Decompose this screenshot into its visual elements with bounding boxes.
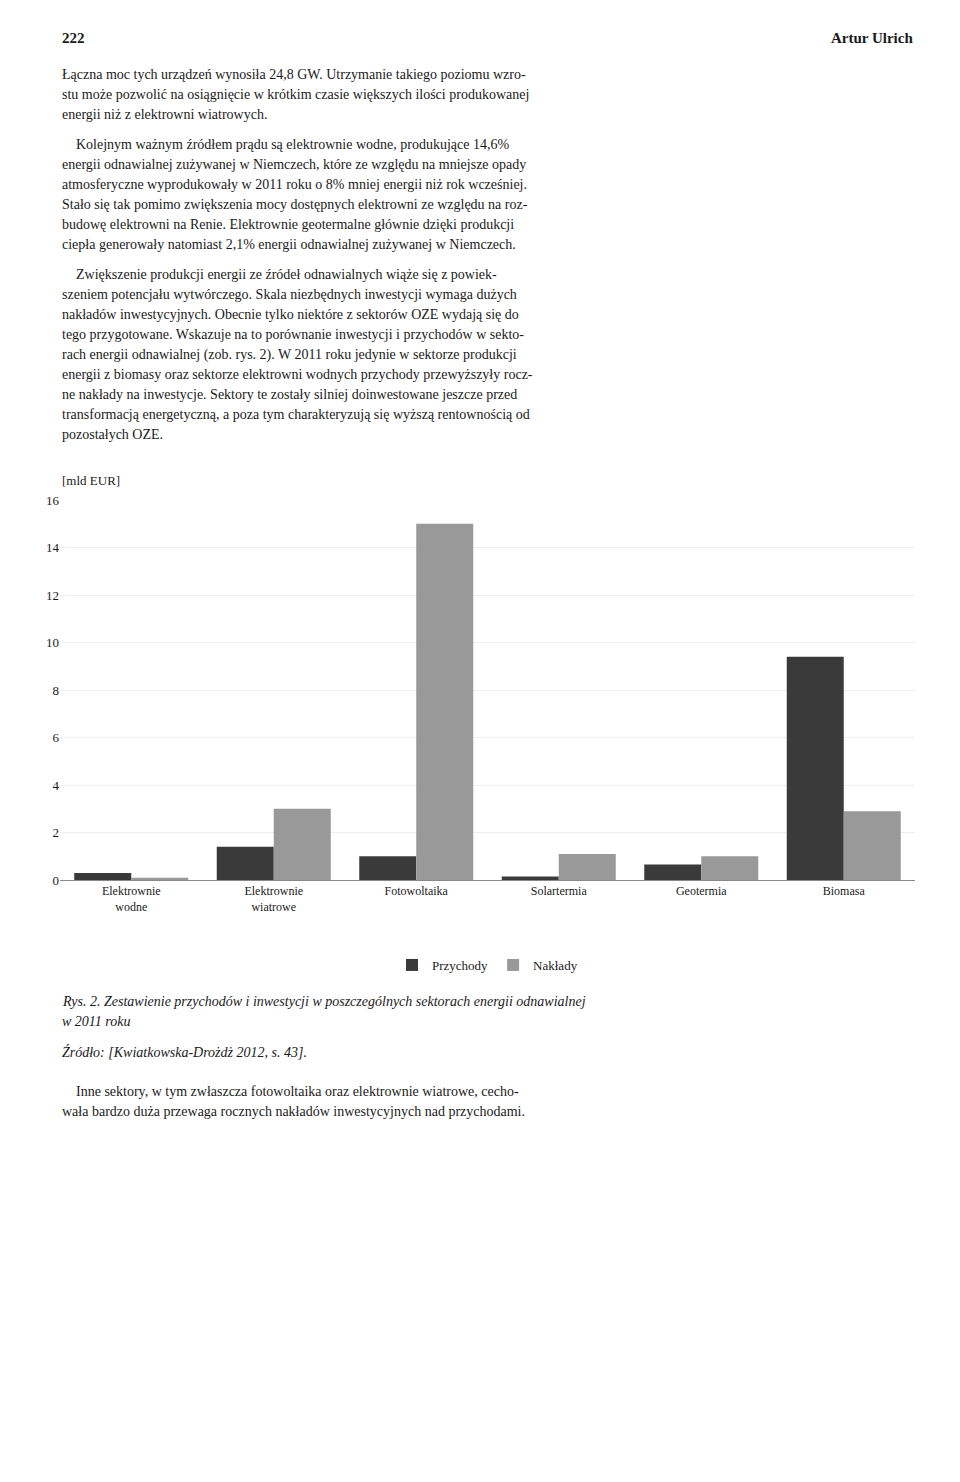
svg-text:Artur Ulrich: Artur Ulrich <box>831 30 913 46</box>
svg-text:Elektrowniewodne: Elektrowniewodne <box>102 884 161 914</box>
svg-text:ciepła generowały natomiast 2,: ciepła generowały natomiast 2,1% energii… <box>62 237 516 252</box>
svg-text:14: 14 <box>46 540 60 555</box>
svg-text:szeniem potencjału wytwórczego: szeniem potencjału wytwórczego. Skala ni… <box>62 287 517 302</box>
svg-text:Łączna moc tych urządzeń wynos: Łączna moc tych urządzeń wynosiła 24,8 G… <box>62 67 526 82</box>
svg-text:rach energii odnawialnej (zob.: rach energii odnawialnej (zob. rys. 2). … <box>62 347 517 363</box>
svg-text:ne nakłady na inwestycje. Sekt: ne nakłady na inwestycje. Sektory te zos… <box>62 387 517 402</box>
svg-text:Kolejnym ważnym źródłem prądu: Kolejnym ważnym źródłem prądu są elektro… <box>62 137 509 152</box>
svg-text:nakładów inwestycyjnych. Obecn: nakładów inwestycyjnych. Obecnie tylko n… <box>62 307 519 322</box>
svg-text:Nakłady: Nakłady <box>533 958 578 973</box>
svg-text:Stało się tak pomimo zwiększen: Stało się tak pomimo zwiększenia mocy do… <box>62 197 528 212</box>
svg-text:Elektrowniewiatrowe: Elektrowniewiatrowe <box>244 884 303 914</box>
svg-text:Fotowoltaika: Fotowoltaika <box>385 884 449 898</box>
svg-text:Inne sektory, w tym zwłaszcza: Inne sektory, w tym zwłaszcza fotowoltai… <box>62 1084 519 1099</box>
svg-text:Przychody: Przychody <box>432 958 488 973</box>
svg-text:Biomasa: Biomasa <box>823 884 866 898</box>
svg-text:energii odnawialnej zużywanej: energii odnawialnej zużywanej w Niemczec… <box>62 157 526 172</box>
svg-text:Geotermia: Geotermia <box>676 884 727 898</box>
svg-text:Zwiększenie produkcji energii: Zwiększenie produkcji energii ze źródeł … <box>62 267 497 282</box>
svg-text:energii niż z elektrowni wiatr: energii niż z elektrowni wiatrowych. <box>62 107 267 122</box>
svg-text:6: 6 <box>53 730 60 745</box>
svg-text:Źródło: [Kwiatkowska-Drożdż 20: Źródło: [Kwiatkowska-Drożdż 2012, s. 43]… <box>62 1044 307 1060</box>
svg-text:stu może pozwolić na osiągnięc: stu może pozwolić na osiągnięcie w krótk… <box>62 87 529 102</box>
svg-text:energii z biomasy oraz sektorz: energii z biomasy oraz sektorze elektrow… <box>62 367 533 382</box>
svg-text:4: 4 <box>53 778 60 793</box>
svg-text:Solartermia: Solartermia <box>531 884 588 898</box>
svg-text:wała bardzo duża przewaga rocz: wała bardzo duża przewaga rocznych nakła… <box>62 1104 525 1119</box>
svg-text:pozostałych OZE.: pozostałych OZE. <box>62 427 163 442</box>
svg-text:222: 222 <box>62 30 85 46</box>
svg-text:w 2011 roku: w 2011 roku <box>62 1014 130 1029</box>
svg-text:budowę elektrowni na Renie. El: budowę elektrowni na Renie. Elektrownie … <box>62 217 514 232</box>
svg-text:[mld EUR]: [mld EUR] <box>62 473 120 488</box>
svg-text:8: 8 <box>53 683 60 698</box>
svg-text:transformacją energetyczną, a: transformacją energetyczną, a poza tym c… <box>62 407 530 422</box>
svg-text:Rys. 2. Zestawienie przychodów: Rys. 2. Zestawienie przychodów i inwesty… <box>62 994 586 1009</box>
svg-text:12: 12 <box>46 588 59 603</box>
svg-text:0: 0 <box>53 873 60 888</box>
svg-text:tego przygotowane. Wskazuje na: tego przygotowane. Wskazuje na to porówn… <box>62 327 524 342</box>
svg-text:2: 2 <box>53 825 60 840</box>
svg-text:16: 16 <box>46 493 60 508</box>
svg-text:atmosferyczne wyprodukowały w: atmosferyczne wyprodukowały w 2011 roku … <box>62 177 527 192</box>
svg-text:10: 10 <box>46 635 59 650</box>
